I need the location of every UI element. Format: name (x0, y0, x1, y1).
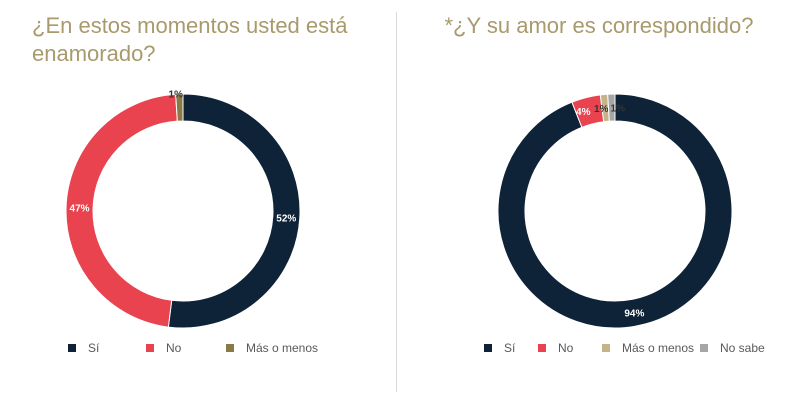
legend-label: Más o menos (622, 341, 695, 355)
slice-label-1-3: 1% (611, 104, 626, 115)
legend-item-1-3: No sabe (700, 341, 765, 355)
legend-swatch (700, 344, 708, 352)
legend-item-1-1: No (538, 341, 573, 355)
legend-item-0-2: Más o menos (226, 341, 318, 355)
donut-slice-0-2 (175, 93, 184, 122)
donut-chart-correspondido: 94%4% 1% 1% (497, 93, 733, 329)
slice-label-0-2: 1% (169, 90, 184, 101)
legend-item-1-0: Sí (484, 341, 515, 355)
legend-swatch (602, 344, 610, 352)
legend-swatch (226, 344, 234, 352)
legend-label: Más o menos (246, 341, 319, 355)
chart-panel-enamorado: ¿En estos momentos usted está enamorado?… (0, 0, 396, 405)
legend-label: No sabe (720, 341, 765, 355)
legend-label: Sí (88, 341, 100, 355)
slice-label-0-0: 52% (276, 213, 296, 224)
legend-label: Sí (504, 341, 516, 355)
legend-item-1-2: Más o menos (602, 341, 694, 355)
panel-divider (396, 12, 397, 392)
legend-swatch (146, 344, 154, 352)
legend-item-0-0: Sí (68, 341, 99, 355)
slice-label-1-2: 1% (594, 104, 609, 115)
legend-swatch (68, 344, 76, 352)
legend-swatch (538, 344, 546, 352)
legend-label: No (558, 341, 574, 355)
donut-slice-1-3 (607, 93, 616, 122)
legend-swatch (484, 344, 492, 352)
legend-label: No (166, 341, 182, 355)
donut-slice-0-0 (167, 93, 301, 329)
legend-item-0-1: No (146, 341, 181, 355)
donut-slice-0-1 (65, 93, 178, 328)
slice-label-1-0: 94% (624, 309, 644, 320)
donut-chart-enamorado: 52% 47% 1% (65, 90, 301, 329)
chart-title-correspondido: *¿Y su amor es correspondido? (444, 13, 754, 38)
chart-panel-correspondido: *¿Y su amor es correspondido? 94% 4% 1% 1% … (398, 0, 800, 405)
slice-label-0-1: 47% (70, 204, 90, 215)
donut-slice-1-0 (497, 93, 733, 329)
slice-label-1-1: 4% (576, 107, 591, 118)
chart-title-enamorado: ¿En estos momentos usted está enamorado? (32, 13, 348, 66)
